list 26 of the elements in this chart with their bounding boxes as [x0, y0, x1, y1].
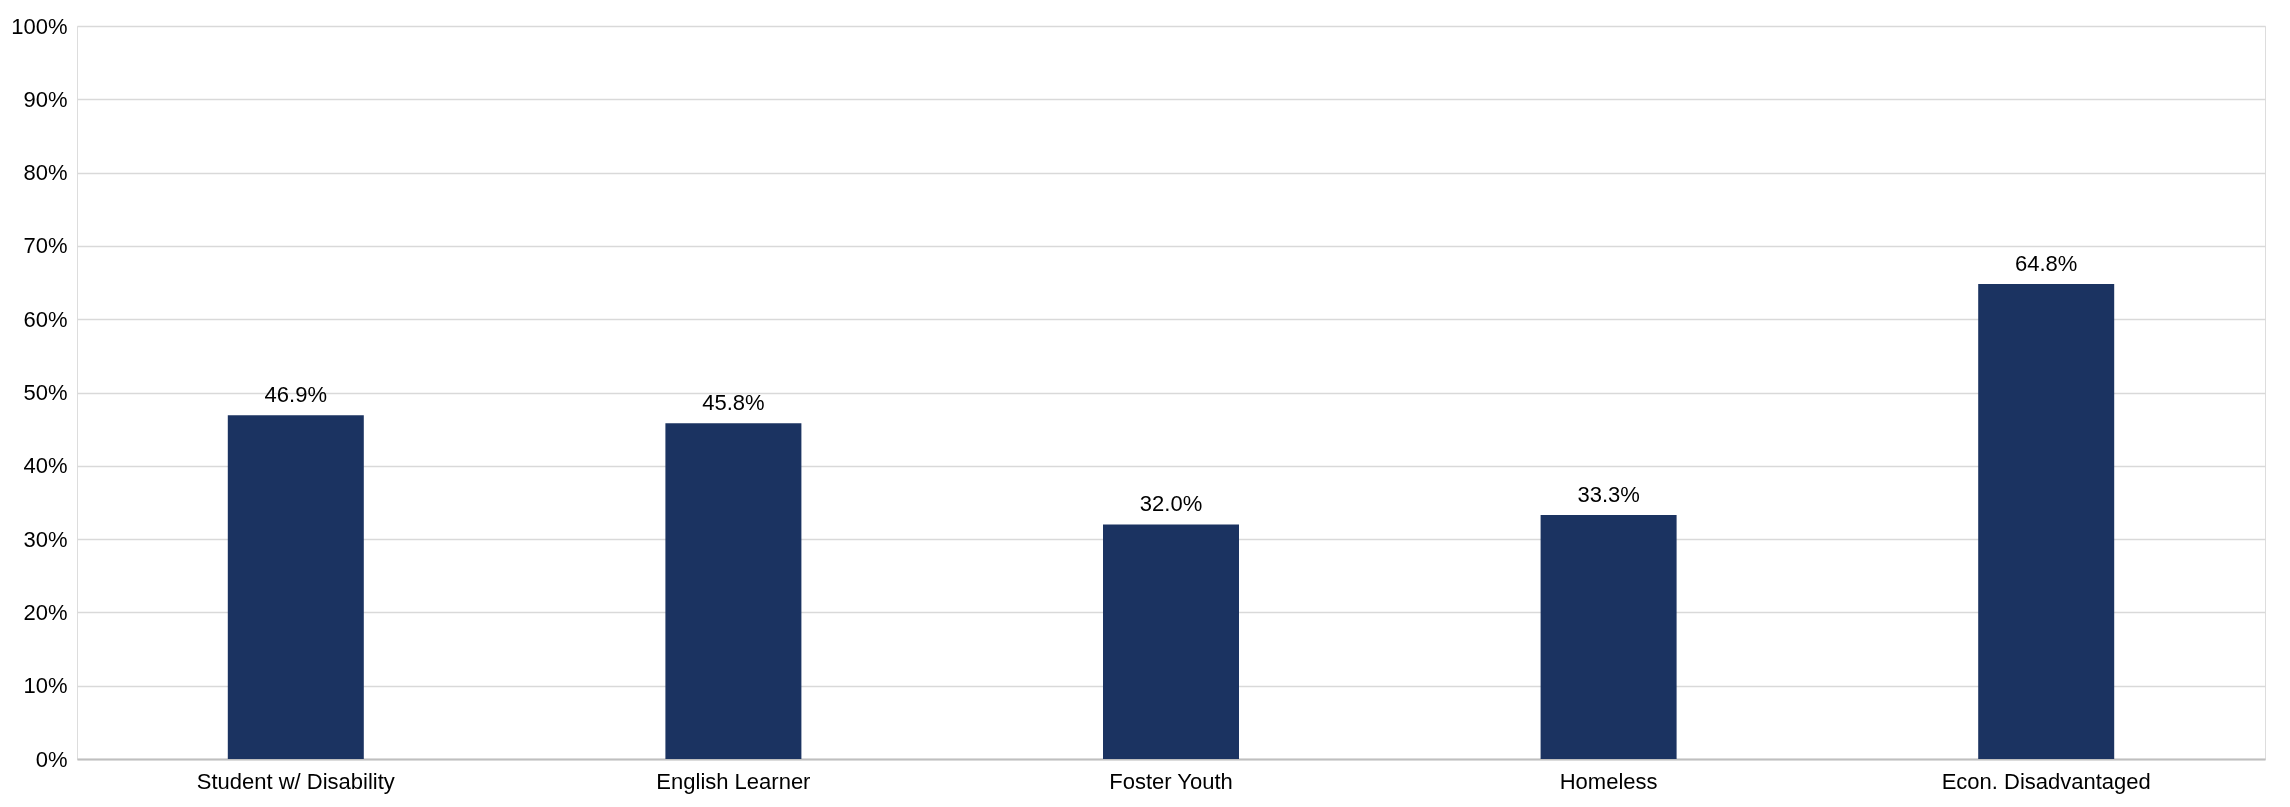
x-tick-label: English Learner	[656, 768, 811, 794]
y-tick-label: 100%	[11, 13, 68, 39]
y-tick-label: 50%	[23, 380, 68, 405]
x-tick-label: Homeless	[1559, 768, 1658, 794]
x-tick-label: Student w/ Disability	[196, 768, 395, 794]
x-tick-label: Foster Youth	[1109, 768, 1233, 794]
y-tick-label: 70%	[23, 233, 68, 259]
bar	[227, 415, 364, 759]
y-tick-label: 80%	[23, 160, 68, 186]
bar	[1978, 284, 2115, 759]
y-tick-label: 90%	[23, 86, 68, 112]
data-label: 46.9%	[264, 382, 327, 408]
y-tick-label: 0%	[35, 746, 68, 772]
data-label: 45.8%	[702, 390, 765, 416]
bar	[1103, 524, 1239, 759]
y-tick-label: 30%	[23, 526, 68, 552]
y-tick-label: 10%	[23, 673, 68, 699]
data-label: 33.3%	[1577, 481, 1640, 507]
y-tick-label: 40%	[23, 453, 68, 479]
bar	[665, 423, 802, 759]
data-label: 32.0%	[1139, 491, 1203, 517]
bar	[1540, 514, 1677, 759]
x-tick-label: Econ. Disadvantaged	[1941, 768, 2151, 794]
y-tick-label: 20%	[23, 599, 68, 625]
data-label: 64.8%	[2015, 251, 2078, 277]
y-tick-label: 60%	[23, 306, 68, 332]
